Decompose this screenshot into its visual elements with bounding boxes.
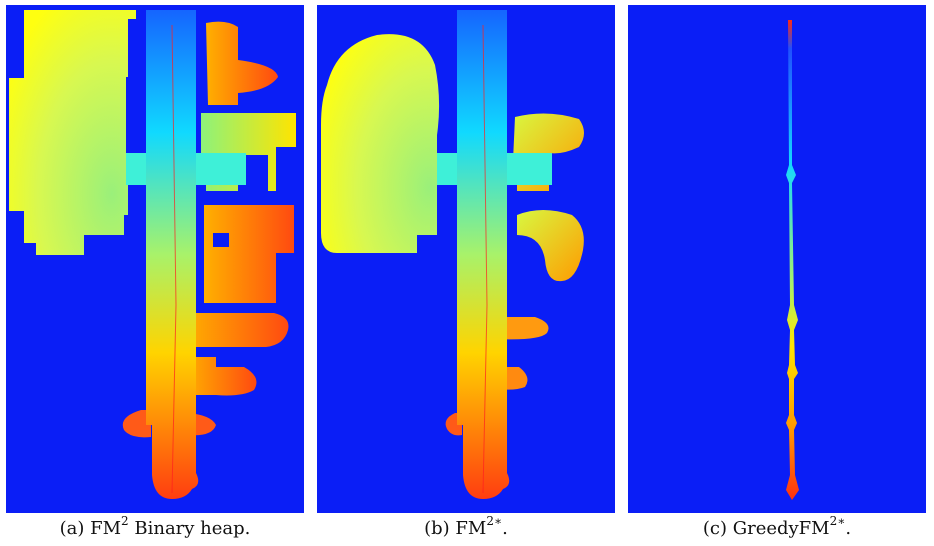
region-greedy-path [786,20,799,500]
panel-b-image [317,5,615,513]
region-spur-3 [122,410,151,438]
region-corridor [146,10,199,499]
region-spur-2 [186,357,257,396]
region-upper-right [206,21,278,106]
caption-c-prefix: (c) GreedyFM [702,518,830,539]
panel-c-heatmap [786,20,799,500]
region-spur-1 [495,317,549,340]
caption-b-suffix: . [502,518,508,539]
panel-b-heatmap [321,10,584,499]
caption-c-suffix: . [845,518,852,539]
panel-c-image [628,5,926,513]
panel-a-image [6,5,304,513]
region-corridor [457,10,510,499]
caption-c-sup: 2∗ [829,514,846,528]
caption-b-sup: 2∗ [486,514,503,528]
caption-a: (a) FM2 Binary heap. [6,514,304,542]
caption-b: (b) FM2∗. [317,514,615,542]
region-left-block [9,10,146,255]
caption-a-sup: 2 [121,514,129,528]
path-line [482,24,488,494]
caption-a-prefix: (a) FM [59,518,122,539]
region-right-lower-blob [517,210,584,282]
region-right-lower [204,205,294,303]
caption-c: (c) GreedyFM2∗. [628,514,926,542]
caption-b-prefix: (b) FM [424,518,487,539]
path-line [171,24,177,494]
region-spur-1 [186,313,289,347]
caption-a-suffix: Binary heap. [128,518,251,539]
region-left-blob [321,34,457,254]
region-hole [213,233,229,247]
panel-a-heatmap [9,10,296,499]
